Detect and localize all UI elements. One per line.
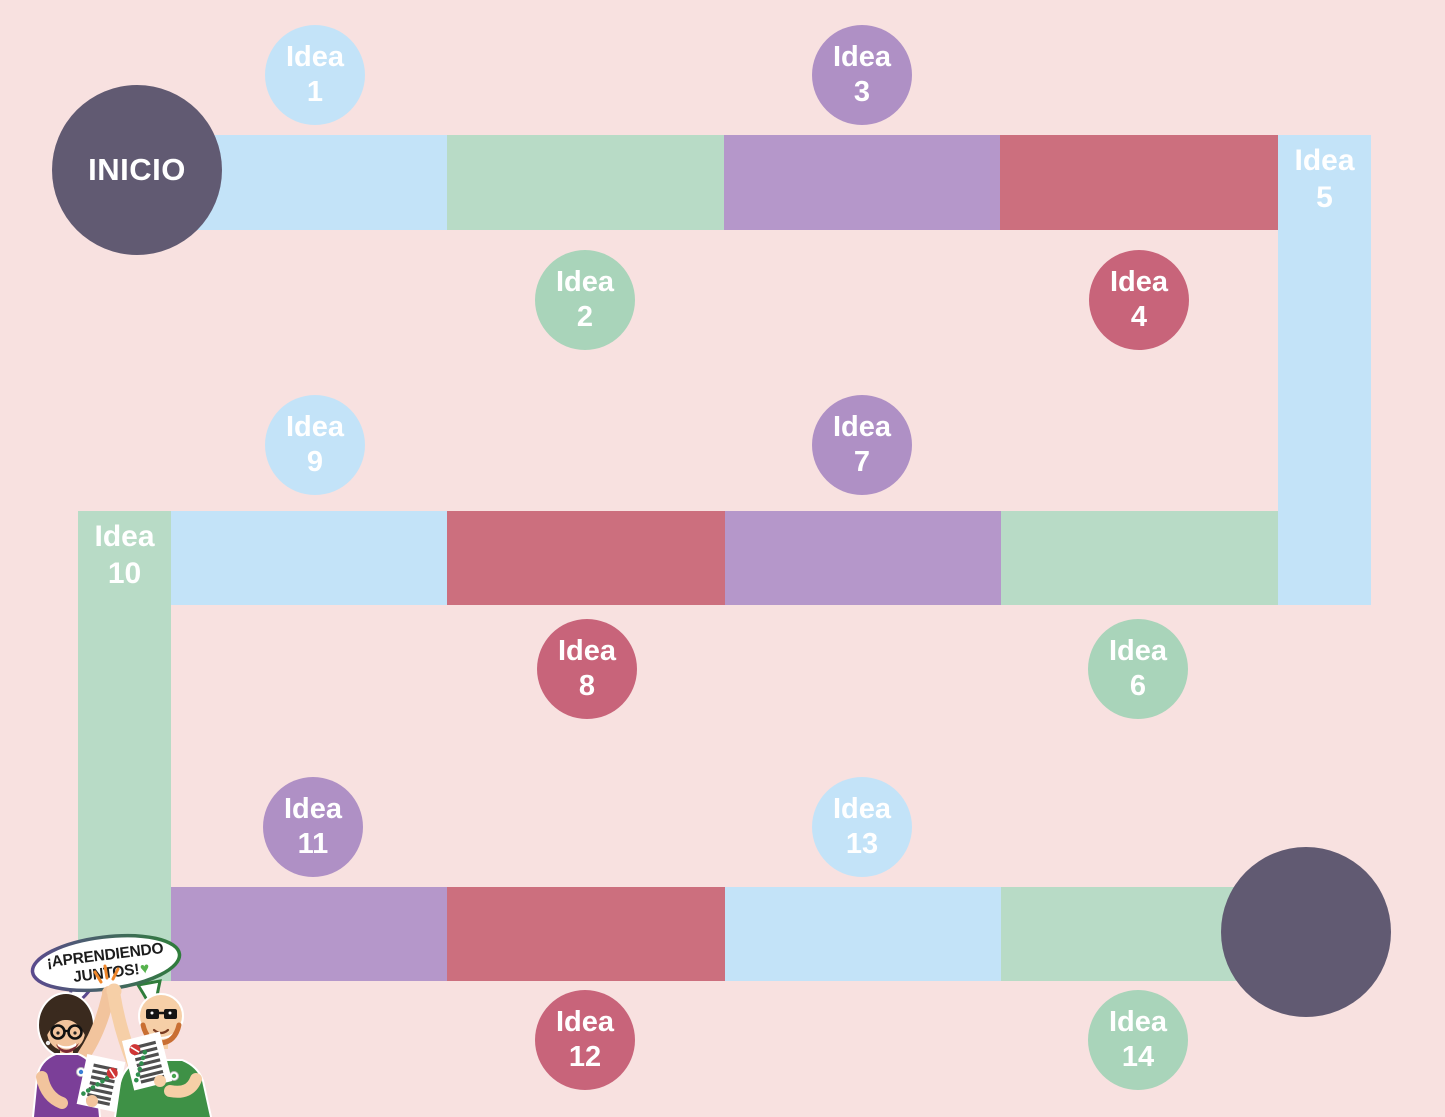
idea-4-word: Idea	[1109, 266, 1169, 298]
path-segment-row3-purple	[171, 887, 447, 981]
idea-13-circle[interactable]: Idea 13	[812, 777, 912, 877]
idea-8-word: Idea	[557, 635, 617, 667]
idea-6-word: Idea	[1108, 635, 1168, 667]
idea-13-word: Idea	[832, 793, 892, 825]
path-segment-row3-green	[1001, 887, 1261, 981]
idea-3-number: 3	[853, 76, 871, 108]
idea-14-number: 14	[1121, 1041, 1155, 1073]
path-segment-right-column-blue	[1278, 135, 1371, 605]
idea-12-word: Idea	[555, 1006, 615, 1038]
start-circle[interactable]: INICIO	[52, 85, 222, 255]
green-heart-icon: ♥	[139, 960, 150, 978]
path-segment-row2-rose	[447, 511, 725, 605]
idea-2-number: 2	[576, 301, 594, 333]
idea-5-number: 5	[1316, 181, 1333, 214]
idea-9-word: Idea	[285, 411, 345, 443]
idea-8-circle[interactable]: Idea 8	[537, 619, 637, 719]
idea-4-number: 4	[1130, 301, 1148, 333]
idea-11-number: 11	[297, 828, 329, 860]
path-segment-row2-blue	[171, 511, 447, 605]
path-segment-row3-blue	[725, 887, 1001, 981]
idea-11-word: Idea	[283, 793, 343, 825]
path-segment-row2-green	[1001, 511, 1278, 605]
idea-13-number: 13	[845, 828, 879, 860]
start-label: INICIO	[88, 152, 186, 187]
idea-9-number: 9	[306, 446, 324, 478]
checklist-paper-left	[76, 1054, 126, 1112]
idea-4-circle[interactable]: Idea 4	[1089, 250, 1189, 350]
idea-14-word: Idea	[1108, 1006, 1168, 1038]
idea-1-number: 1	[306, 76, 324, 108]
path-segment-row1-purple	[724, 135, 1000, 230]
idea-1-circle[interactable]: Idea 1	[265, 25, 365, 125]
idea-7-word: Idea	[832, 411, 892, 443]
idea-14-circle[interactable]: Idea 14	[1088, 990, 1188, 1090]
path-segment-left-column-green	[78, 511, 171, 981]
idea-3-circle[interactable]: Idea 3	[812, 25, 912, 125]
idea-2-word: Idea	[555, 266, 615, 298]
idea-10-word: Idea	[94, 520, 155, 553]
mascots-illustration: ¡APRENDIENDO JUNTOS!♥	[30, 933, 213, 1117]
woman-hand	[86, 1095, 98, 1107]
idea-10-label[interactable]: Idea 10	[78, 518, 171, 592]
idea-3-word: Idea	[832, 41, 892, 73]
idea-12-circle[interactable]: Idea 12	[535, 990, 635, 1090]
idea-5-word: Idea	[1294, 144, 1355, 177]
idea-8-number: 8	[578, 670, 596, 702]
man-hand	[154, 1075, 166, 1087]
path-segment-row2-purple	[725, 511, 1001, 605]
path-segment-row3-rose	[447, 887, 725, 981]
idea-12-number: 12	[568, 1041, 602, 1073]
idea-6-number: 6	[1129, 670, 1147, 702]
path-segment-row1-rose	[1000, 135, 1278, 230]
path-segment-row1-green	[447, 135, 724, 230]
idea-2-circle[interactable]: Idea 2	[535, 250, 635, 350]
woman-figure	[31, 986, 116, 1117]
idea-11-circle[interactable]: Idea 11	[263, 777, 363, 877]
idea-7-number: 7	[853, 446, 871, 478]
idea-7-circle[interactable]: Idea 7	[812, 395, 912, 495]
idea-10-number: 10	[107, 557, 142, 590]
checklist-paper-right	[121, 1031, 173, 1091]
end-circle[interactable]	[1221, 847, 1391, 1017]
idea-1-word: Idea	[285, 41, 345, 73]
idea-6-circle[interactable]: Idea 6	[1088, 619, 1188, 719]
high-five-spark-icon	[93, 964, 120, 984]
idea-5-label[interactable]: Idea 5	[1278, 142, 1371, 216]
speech-bubble: ¡APRENDIENDO JUNTOS!♥	[30, 933, 182, 993]
idea-9-circle[interactable]: Idea 9	[265, 395, 365, 495]
